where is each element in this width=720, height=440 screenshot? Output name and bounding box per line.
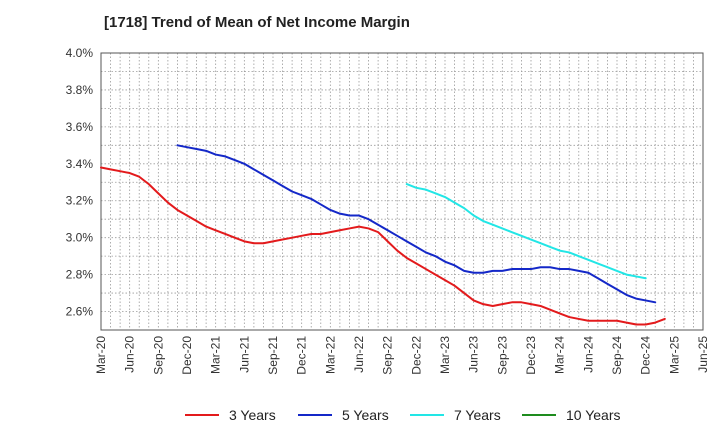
x-tick-label: Mar-23 bbox=[438, 336, 452, 374]
y-tick-label: 3.6% bbox=[66, 120, 94, 134]
x-tick-label: Jun-25 bbox=[696, 336, 710, 373]
y-tick-label: 3.0% bbox=[66, 231, 94, 245]
x-tick-label: Jun-22 bbox=[352, 336, 366, 373]
y-tick-label: 3.8% bbox=[66, 83, 94, 97]
legend-label-7-years: 7 Years bbox=[454, 407, 501, 423]
x-tick-label: Mar-21 bbox=[209, 336, 223, 374]
y-tick-label: 4.0% bbox=[66, 46, 94, 60]
plot-area bbox=[101, 53, 703, 330]
series-line-7-years bbox=[405, 183, 647, 280]
legend-item-3-years: 3 Years bbox=[185, 404, 276, 426]
chart-title: [1718] Trend of Mean of Net Income Margi… bbox=[104, 14, 410, 31]
legend-label-3-years: 3 Years bbox=[229, 407, 276, 423]
x-tick-label: Mar-24 bbox=[553, 336, 567, 374]
legend-item-10-years: 10 Years bbox=[522, 404, 621, 426]
x-tick-label: Jun-21 bbox=[237, 336, 251, 373]
y-tick-label: 3.2% bbox=[66, 194, 94, 208]
x-tick-label: Dec-21 bbox=[295, 336, 309, 375]
y-tick-label: 3.4% bbox=[66, 157, 94, 171]
x-tick-label: Sep-20 bbox=[151, 336, 165, 375]
legend-swatch-7-years bbox=[410, 414, 444, 416]
plot-frame bbox=[100, 52, 704, 331]
x-tick-label: Sep-23 bbox=[495, 336, 509, 375]
x-tick-label: Mar-25 bbox=[667, 336, 681, 374]
x-tick-label: Jun-23 bbox=[467, 336, 481, 373]
y-tick-label: 2.8% bbox=[66, 268, 94, 282]
y-tick-label: 2.6% bbox=[66, 305, 94, 319]
x-tick-label: Dec-23 bbox=[524, 336, 538, 375]
legend-swatch-3-years bbox=[185, 414, 219, 416]
x-tick-label: Dec-20 bbox=[180, 336, 194, 375]
legend-item-5-years: 5 Years bbox=[298, 404, 389, 426]
series-line-3-years bbox=[100, 166, 666, 326]
legend-item-7-years: 7 Years bbox=[410, 404, 501, 426]
x-tick-label: Jun-24 bbox=[581, 336, 595, 373]
x-tick-label: Sep-24 bbox=[610, 336, 624, 375]
legend-label-5-years: 5 Years bbox=[342, 407, 389, 423]
series-line-5-years bbox=[176, 144, 657, 304]
x-tick-label: Dec-22 bbox=[409, 336, 423, 375]
x-tick-label: Mar-22 bbox=[323, 336, 337, 374]
legend-label-10-years: 10 Years bbox=[566, 407, 621, 423]
chart-legend: 3 Years 5 Years 7 Years 10 Years bbox=[0, 404, 720, 426]
x-tick-label: Sep-22 bbox=[381, 336, 395, 375]
x-tick-label: Dec-24 bbox=[639, 336, 653, 375]
x-tick-label: Sep-21 bbox=[266, 336, 280, 375]
legend-swatch-10-years bbox=[522, 414, 556, 416]
x-tick-label: Mar-20 bbox=[94, 336, 108, 374]
x-tick-label: Jun-20 bbox=[123, 336, 137, 373]
legend-swatch-5-years bbox=[298, 414, 332, 416]
